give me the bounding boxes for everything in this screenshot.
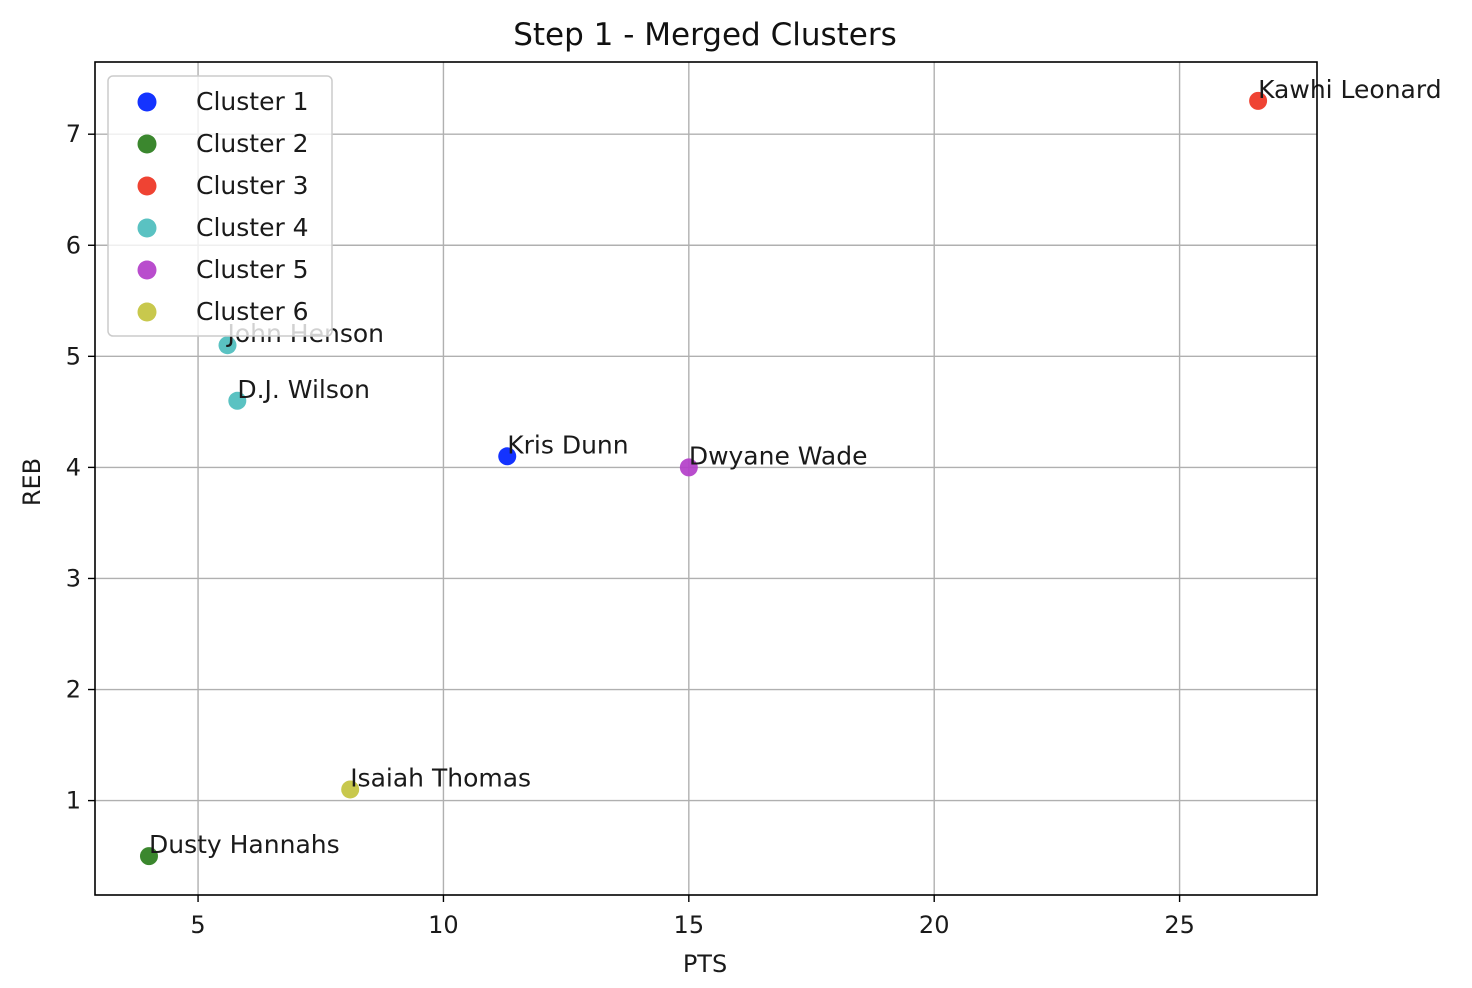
legend-marker (137, 92, 157, 112)
point-label: Kris Dunn (507, 430, 628, 459)
legend-box (107, 75, 333, 337)
data-point (498, 447, 517, 466)
legend-label: Cluster 3 (196, 171, 309, 200)
point-label: Kawhi Leonard (1258, 75, 1442, 104)
point-label: Dwyane Wade (689, 441, 868, 470)
chart-title: Step 1 - Merged Clusters (513, 17, 897, 53)
data-point (679, 458, 698, 477)
x-tick-label: 10 (428, 911, 459, 939)
data-point (1249, 91, 1268, 110)
y-tick-label: 2 (66, 676, 81, 704)
grid-lines (95, 62, 1317, 895)
y-tick-label: 1 (66, 787, 81, 815)
data-point (139, 847, 158, 866)
legend: Cluster 1 Cluster 2 Cluster 3 Cluster 4 Clus… (107, 75, 333, 337)
x-tick-label: 15 (674, 911, 705, 939)
y-tick-label: 7 (66, 120, 81, 148)
data-point (228, 391, 247, 410)
y-axis-label: REB (18, 458, 46, 506)
data-point (341, 780, 360, 799)
x-tick-label: 5 (190, 911, 205, 939)
legend-marker (137, 134, 157, 154)
legend-label: Cluster 6 (196, 297, 309, 326)
point-label: Isaiah Thomas (350, 763, 531, 792)
y-tick-label: 3 (66, 564, 81, 592)
point-label: Dusty Hannahs (149, 830, 340, 859)
legend-marker (137, 260, 157, 280)
legend-label: Cluster 4 (196, 213, 309, 242)
legend-marker (137, 218, 157, 238)
legend-marker (137, 302, 157, 322)
x-tick-label: 25 (1164, 911, 1195, 939)
y-tick-label: 6 (66, 231, 81, 259)
data-points (139, 91, 1268, 866)
y-tick-label: 5 (66, 342, 81, 370)
x-axis-label: PTS (683, 950, 727, 978)
y-tick-label: 4 (66, 453, 81, 481)
plot-frame (94, 61, 1318, 896)
legend-marker (137, 176, 157, 196)
legend-label: Cluster 2 (196, 129, 309, 158)
legend-label: Cluster 1 (196, 87, 309, 116)
x-tick-label: 20 (919, 911, 950, 939)
axis-ticks: 5 10 15 20 25 1 2 3 4 5 6 7 (66, 120, 1195, 939)
data-point (218, 336, 237, 355)
point-label: D.J. Wilson (237, 375, 370, 404)
legend-label: Cluster 5 (196, 255, 309, 284)
